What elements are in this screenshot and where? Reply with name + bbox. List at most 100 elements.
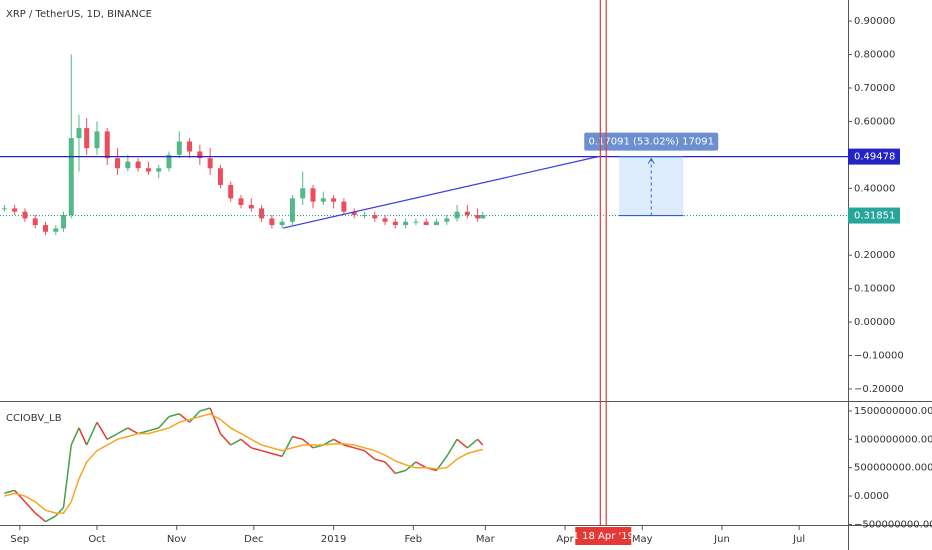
candle-body (238, 198, 244, 206)
candle-body (115, 158, 121, 169)
candle-body (289, 198, 295, 222)
range-label-box (584, 132, 719, 151)
indicator-segment (62, 444, 72, 508)
indicator-segment (106, 432, 118, 440)
candle-body (156, 168, 162, 172)
y-tick-label: 1500000000.0000 (854, 406, 932, 417)
indicator-segment (4, 489, 15, 494)
x-tick-label: Sep (10, 534, 29, 545)
candle-body (403, 221, 409, 226)
y-tick-label: −0.20000 (854, 384, 904, 395)
candle-body (269, 218, 275, 226)
y-tick-label: 0.70000 (854, 83, 895, 94)
y-tick-label: 0.0000 (854, 491, 889, 502)
x-tick-label: May (632, 534, 653, 545)
candle-body (61, 215, 67, 229)
candle-body (331, 198, 337, 202)
range-arrow-head (647, 157, 655, 164)
indicator-segment (189, 410, 201, 423)
indicator-segment (353, 447, 365, 452)
indicator-segment (446, 438, 458, 457)
chart-title: XRP / TetherUS, 1D, BINANCE (6, 9, 152, 20)
candle-body (145, 168, 151, 172)
indicator-segment (261, 449, 273, 455)
candle-body (68, 138, 74, 216)
candle-body (433, 221, 439, 226)
indicator-segment (199, 407, 211, 412)
indicator-segment (363, 450, 376, 460)
candle-body (176, 141, 182, 155)
price-label: 0.49478 (854, 152, 895, 163)
candle-body (310, 188, 316, 202)
x-tick-label: Oct (88, 534, 105, 545)
indicator-segment (168, 413, 180, 418)
y-tick-label: 0.60000 (854, 116, 895, 127)
indicator-segment (384, 461, 396, 474)
indicator-line (4, 412, 483, 514)
y-tick-label: 0.10000 (854, 284, 895, 295)
candle-body (444, 218, 450, 222)
indicator-segment (158, 416, 170, 429)
candle-body (207, 158, 213, 169)
x-tick-label: Nov (167, 534, 187, 545)
candle-body (84, 128, 90, 149)
candle-body (480, 215, 486, 219)
candle-body (351, 211, 357, 216)
candle-body (413, 221, 419, 223)
candle-body (217, 168, 223, 185)
candle-body (248, 205, 254, 209)
indicator-segment (55, 506, 65, 517)
candle-body (341, 201, 347, 212)
candle-body (228, 184, 234, 199)
candle-body (320, 198, 326, 202)
candle-body (464, 211, 470, 216)
indicator-segment (415, 461, 427, 469)
candle-body (104, 131, 110, 159)
date-label: 1 18 Apr '19 (573, 531, 634, 542)
y-tick-label: 0.40000 (854, 183, 895, 194)
indicator-segment (302, 438, 314, 449)
candle-body (187, 141, 193, 152)
x-tick-label: Jun (713, 534, 730, 545)
indicator-segment (374, 458, 386, 463)
price-label: 0.31851 (854, 211, 895, 222)
indicator-segment (85, 421, 98, 446)
indicator-segment (209, 407, 222, 434)
y-tick-label: 0.80000 (854, 50, 895, 61)
candle-body (454, 211, 460, 219)
range-label: 0.17091 (53.02%) 17091 (589, 137, 714, 148)
indicator-segment (117, 427, 129, 435)
x-tick-label: Jul (792, 534, 805, 545)
indicator-segment (343, 444, 355, 449)
indicator-segment (14, 489, 26, 503)
candle-body (372, 215, 378, 219)
price-label-box (848, 148, 900, 165)
candle-body (382, 218, 388, 222)
x-tick-label: Feb (404, 534, 422, 545)
candle-body (1, 208, 7, 210)
indicator-segment (281, 436, 294, 457)
candle-body (279, 221, 285, 226)
x-tick-label: Apr (556, 534, 574, 545)
x-tick-label: 2019 (321, 534, 346, 545)
candle-body (300, 188, 306, 199)
indicator-segment (34, 512, 47, 523)
y-tick-label: −500000000.0000 (854, 519, 932, 530)
x-tick-label: Dec (244, 534, 263, 545)
candle-body (259, 208, 265, 219)
y-tick-label: 0.90000 (854, 16, 895, 27)
candle-body (43, 225, 49, 232)
indicator-segment (127, 427, 139, 435)
indicator-segment (466, 438, 479, 449)
candle-body (392, 221, 398, 226)
indicator-segment (292, 435, 303, 441)
indicator-segment (395, 469, 406, 475)
indicator-segment (148, 427, 159, 432)
indicator-segment (322, 438, 334, 446)
indicator-segment (70, 427, 80, 446)
indicator-segment (251, 447, 262, 452)
candle-body (32, 218, 38, 226)
candle-body (197, 151, 203, 159)
